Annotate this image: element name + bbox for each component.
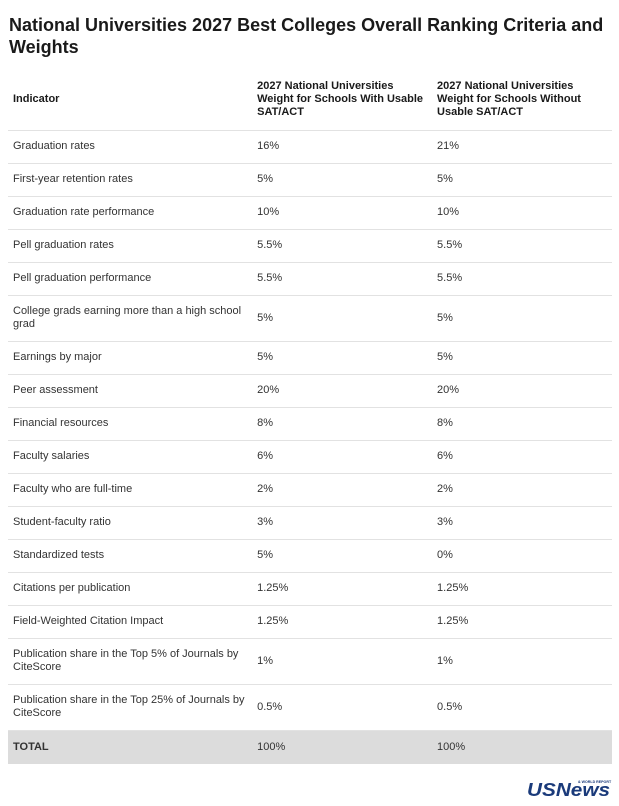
without-sat-cell: 6%: [432, 440, 612, 474]
with-sat-cell: 5%: [252, 341, 433, 375]
with-sat-cell: 5%: [252, 163, 433, 197]
without-sat-cell: 10%: [432, 196, 612, 230]
indicator-cell: Financial resources: [8, 407, 253, 441]
table-row: Faculty salaries 6% 6%: [8, 440, 612, 474]
table-row: Faculty who are full-time 2% 2%: [8, 473, 612, 507]
indicator-cell: Publication share in the Top 5% of Journ…: [8, 638, 253, 685]
without-sat-cell: 5.5%: [432, 262, 612, 296]
table-row: Financial resources 8% 8%: [8, 407, 612, 441]
without-sat-cell: 2%: [432, 473, 612, 507]
table-row: Publication share in the Top 25% of Jour…: [8, 684, 612, 731]
header-with-sat: 2027 National Universities Weight for Sc…: [252, 70, 433, 131]
logo-text: USNews: [527, 780, 610, 798]
without-sat-cell: 8%: [432, 407, 612, 441]
without-sat-cell: 5%: [432, 163, 612, 197]
indicator-cell: Peer assessment: [8, 374, 253, 408]
with-sat-cell: 16%: [252, 130, 433, 164]
indicator-cell: College grads earning more than a high s…: [8, 295, 253, 342]
table-row: Citations per publication 1.25% 1.25%: [8, 572, 612, 606]
indicator-cell: Pell graduation performance: [8, 262, 253, 296]
header-without-sat: 2027 National Universities Weight for Sc…: [432, 70, 612, 131]
ranking-criteria-table: Indicator 2027 National Universities Wei…: [8, 70, 612, 764]
with-sat-cell: 10%: [252, 196, 433, 230]
table-row: Pell graduation rates 5.5% 5.5%: [8, 229, 612, 263]
with-sat-cell: 1.25%: [252, 605, 433, 639]
without-sat-cell: 0.5%: [432, 684, 612, 731]
without-sat-cell: 3%: [432, 506, 612, 540]
with-sat-cell: 6%: [252, 440, 433, 474]
table-header-row: Indicator 2027 National Universities Wei…: [8, 70, 612, 131]
total-with-sat: 100%: [252, 730, 433, 764]
indicator-cell: Faculty salaries: [8, 440, 253, 474]
without-sat-cell: 5.5%: [432, 229, 612, 263]
table-row: Pell graduation performance 5.5% 5.5%: [8, 262, 612, 296]
total-label: TOTAL: [8, 730, 253, 764]
indicator-cell: Publication share in the Top 25% of Jour…: [8, 684, 253, 731]
with-sat-cell: 1.25%: [252, 572, 433, 606]
with-sat-cell: 5.5%: [252, 262, 433, 296]
indicator-cell: Standardized tests: [8, 539, 253, 573]
without-sat-cell: 0%: [432, 539, 612, 573]
table-row: Publication share in the Top 5% of Journ…: [8, 638, 612, 685]
without-sat-cell: 1.25%: [432, 572, 612, 606]
indicator-cell: Pell graduation rates: [8, 229, 253, 263]
table-row: Student-faculty ratio 3% 3%: [8, 506, 612, 540]
total-without-sat: 100%: [432, 730, 612, 764]
total-row: TOTAL 100% 100%: [8, 730, 612, 764]
indicator-cell: Faculty who are full-time: [8, 473, 253, 507]
table-row: Earnings by major 5% 5%: [8, 341, 612, 375]
without-sat-cell: 5%: [432, 295, 612, 342]
table-row: First-year retention rates 5% 5%: [8, 163, 612, 197]
indicator-cell: First-year retention rates: [8, 163, 253, 197]
with-sat-cell: 1%: [252, 638, 433, 685]
without-sat-cell: 1%: [432, 638, 612, 685]
indicator-cell: Graduation rate performance: [8, 196, 253, 230]
header-indicator: Indicator: [8, 70, 253, 131]
with-sat-cell: 5%: [252, 539, 433, 573]
without-sat-cell: 5%: [432, 341, 612, 375]
without-sat-cell: 20%: [432, 374, 612, 408]
indicator-cell: Graduation rates: [8, 130, 253, 164]
table-row: Field-Weighted Citation Impact 1.25% 1.25%: [8, 605, 612, 639]
without-sat-cell: 1.25%: [432, 605, 612, 639]
logo-small-text: & WORLD REPORT: [578, 780, 612, 784]
indicator-cell: Field-Weighted Citation Impact: [8, 605, 253, 639]
indicator-cell: Earnings by major: [8, 341, 253, 375]
without-sat-cell: 21%: [432, 130, 612, 164]
table-row: College grads earning more than a high s…: [8, 295, 612, 342]
with-sat-cell: 8%: [252, 407, 433, 441]
table-row: Graduation rates 16% 21%: [8, 130, 612, 164]
usnews-logo: & WORLD REPORT USNews: [526, 778, 612, 798]
table-row: Standardized tests 5% 0%: [8, 539, 612, 573]
with-sat-cell: 0.5%: [252, 684, 433, 731]
with-sat-cell: 3%: [252, 506, 433, 540]
page-title: National Universities 2027 Best Colleges…: [9, 15, 604, 57]
indicator-cell: Citations per publication: [8, 572, 253, 606]
table-row: Peer assessment 20% 20%: [8, 374, 612, 408]
with-sat-cell: 5.5%: [252, 229, 433, 263]
table-body: Graduation rates 16% 21% First-year retenti…: [8, 130, 612, 731]
with-sat-cell: 2%: [252, 473, 433, 507]
with-sat-cell: 20%: [252, 374, 433, 408]
indicator-cell: Student-faculty ratio: [8, 506, 253, 540]
with-sat-cell: 5%: [252, 295, 433, 342]
table-row: Graduation rate performance 10% 10%: [8, 196, 612, 230]
logo-background: [526, 778, 612, 798]
